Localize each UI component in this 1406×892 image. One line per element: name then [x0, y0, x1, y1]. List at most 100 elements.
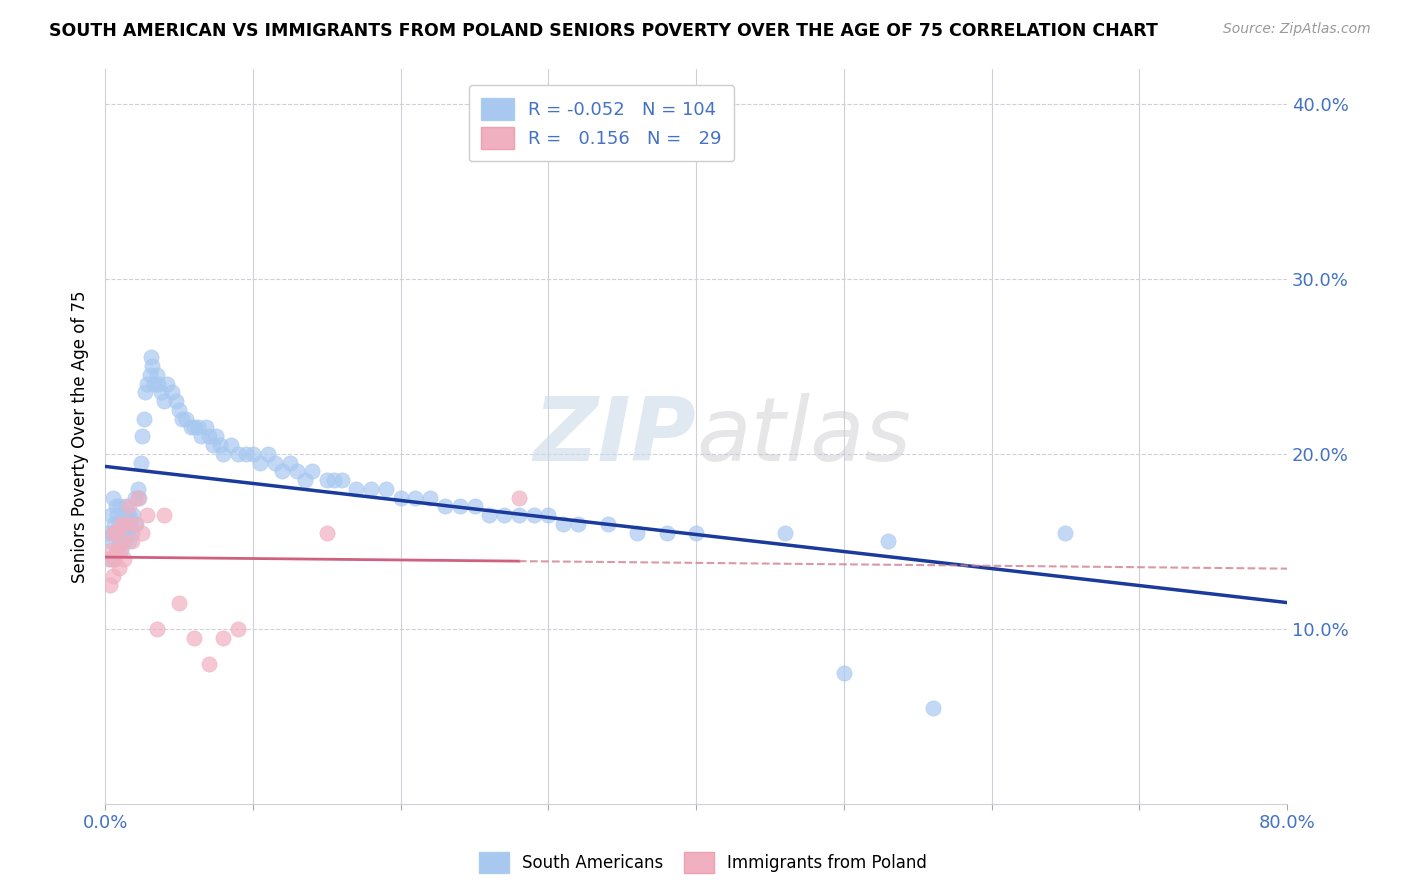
Point [153, 394, 176, 409]
Point [104, 525, 127, 540]
Point [120, 516, 142, 531]
Point [131, 525, 153, 540]
Point [124, 491, 146, 505]
Point [122, 508, 145, 522]
Point [494, 508, 516, 522]
Point [118, 534, 141, 549]
Point [103, 551, 125, 566]
Point [112, 534, 135, 549]
Point [264, 456, 287, 470]
Point [271, 464, 294, 478]
Point [117, 516, 139, 531]
Point [478, 508, 501, 522]
Legend: South Americans, Immigrants from Poland: South Americans, Immigrants from Poland [472, 846, 934, 880]
Point [110, 516, 132, 531]
Point [108, 525, 131, 540]
Point [111, 516, 134, 531]
Point [434, 500, 457, 514]
Point [124, 516, 146, 531]
Text: Source: ZipAtlas.com: Source: ZipAtlas.com [1223, 22, 1371, 37]
Point [832, 665, 855, 680]
Point [523, 508, 546, 522]
Point [249, 456, 271, 470]
Point [132, 411, 155, 425]
Point [135, 508, 157, 522]
Point [508, 508, 530, 522]
Point [877, 534, 900, 549]
Point [138, 368, 160, 382]
Point [107, 534, 129, 549]
Point [508, 491, 530, 505]
Point [117, 508, 139, 522]
Point [374, 482, 396, 496]
Point [294, 473, 316, 487]
Point [100, 534, 122, 549]
Point [655, 525, 678, 540]
Point [112, 551, 135, 566]
Point [301, 464, 323, 478]
Point [537, 508, 560, 522]
Point [209, 438, 232, 452]
Point [135, 376, 157, 391]
Point [97, 525, 120, 540]
Point [464, 500, 486, 514]
Point [146, 622, 169, 636]
Point [330, 473, 353, 487]
Point [197, 657, 219, 671]
Point [219, 438, 242, 452]
Point [553, 516, 575, 531]
Point [103, 551, 125, 566]
Point [129, 456, 152, 470]
Point [110, 543, 132, 558]
Point [449, 500, 471, 514]
Point [117, 525, 139, 540]
Point [115, 525, 138, 540]
Point [98, 578, 121, 592]
Point [285, 464, 308, 478]
Point [187, 420, 209, 434]
Text: atlas: atlas [696, 393, 911, 479]
Point [165, 394, 187, 409]
Point [226, 622, 249, 636]
Point [97, 551, 120, 566]
Point [105, 543, 128, 558]
Point [176, 411, 198, 425]
Point [111, 534, 134, 549]
Point [921, 700, 943, 714]
Legend: R = -0.052   N = 104, R =   0.156   N =   29: R = -0.052 N = 104, R = 0.156 N = 29 [468, 85, 734, 161]
Point [127, 482, 149, 496]
Point [160, 385, 183, 400]
Point [183, 631, 205, 645]
Point [148, 376, 170, 391]
Y-axis label: Seniors Poverty Over the Age of 75: Seniors Poverty Over the Age of 75 [72, 290, 89, 582]
Point [190, 429, 212, 443]
Point [104, 525, 127, 540]
Point [212, 631, 235, 645]
Point [344, 482, 367, 496]
Point [226, 447, 249, 461]
Point [315, 525, 337, 540]
Point [121, 534, 143, 549]
Point [128, 491, 150, 505]
Point [110, 534, 132, 549]
Point [323, 473, 346, 487]
Point [100, 543, 122, 558]
Point [121, 525, 143, 540]
Point [101, 525, 124, 540]
Point [773, 525, 796, 540]
Point [131, 429, 153, 443]
Point [153, 508, 176, 522]
Point [315, 473, 337, 487]
Point [404, 491, 426, 505]
Point [112, 508, 135, 522]
Point [107, 516, 129, 531]
Point [180, 420, 202, 434]
Point [146, 368, 169, 382]
Point [118, 500, 141, 514]
Point [101, 491, 124, 505]
Point [278, 456, 301, 470]
Point [389, 491, 412, 505]
Point [167, 596, 190, 610]
Point [107, 560, 129, 574]
Point [360, 482, 382, 496]
